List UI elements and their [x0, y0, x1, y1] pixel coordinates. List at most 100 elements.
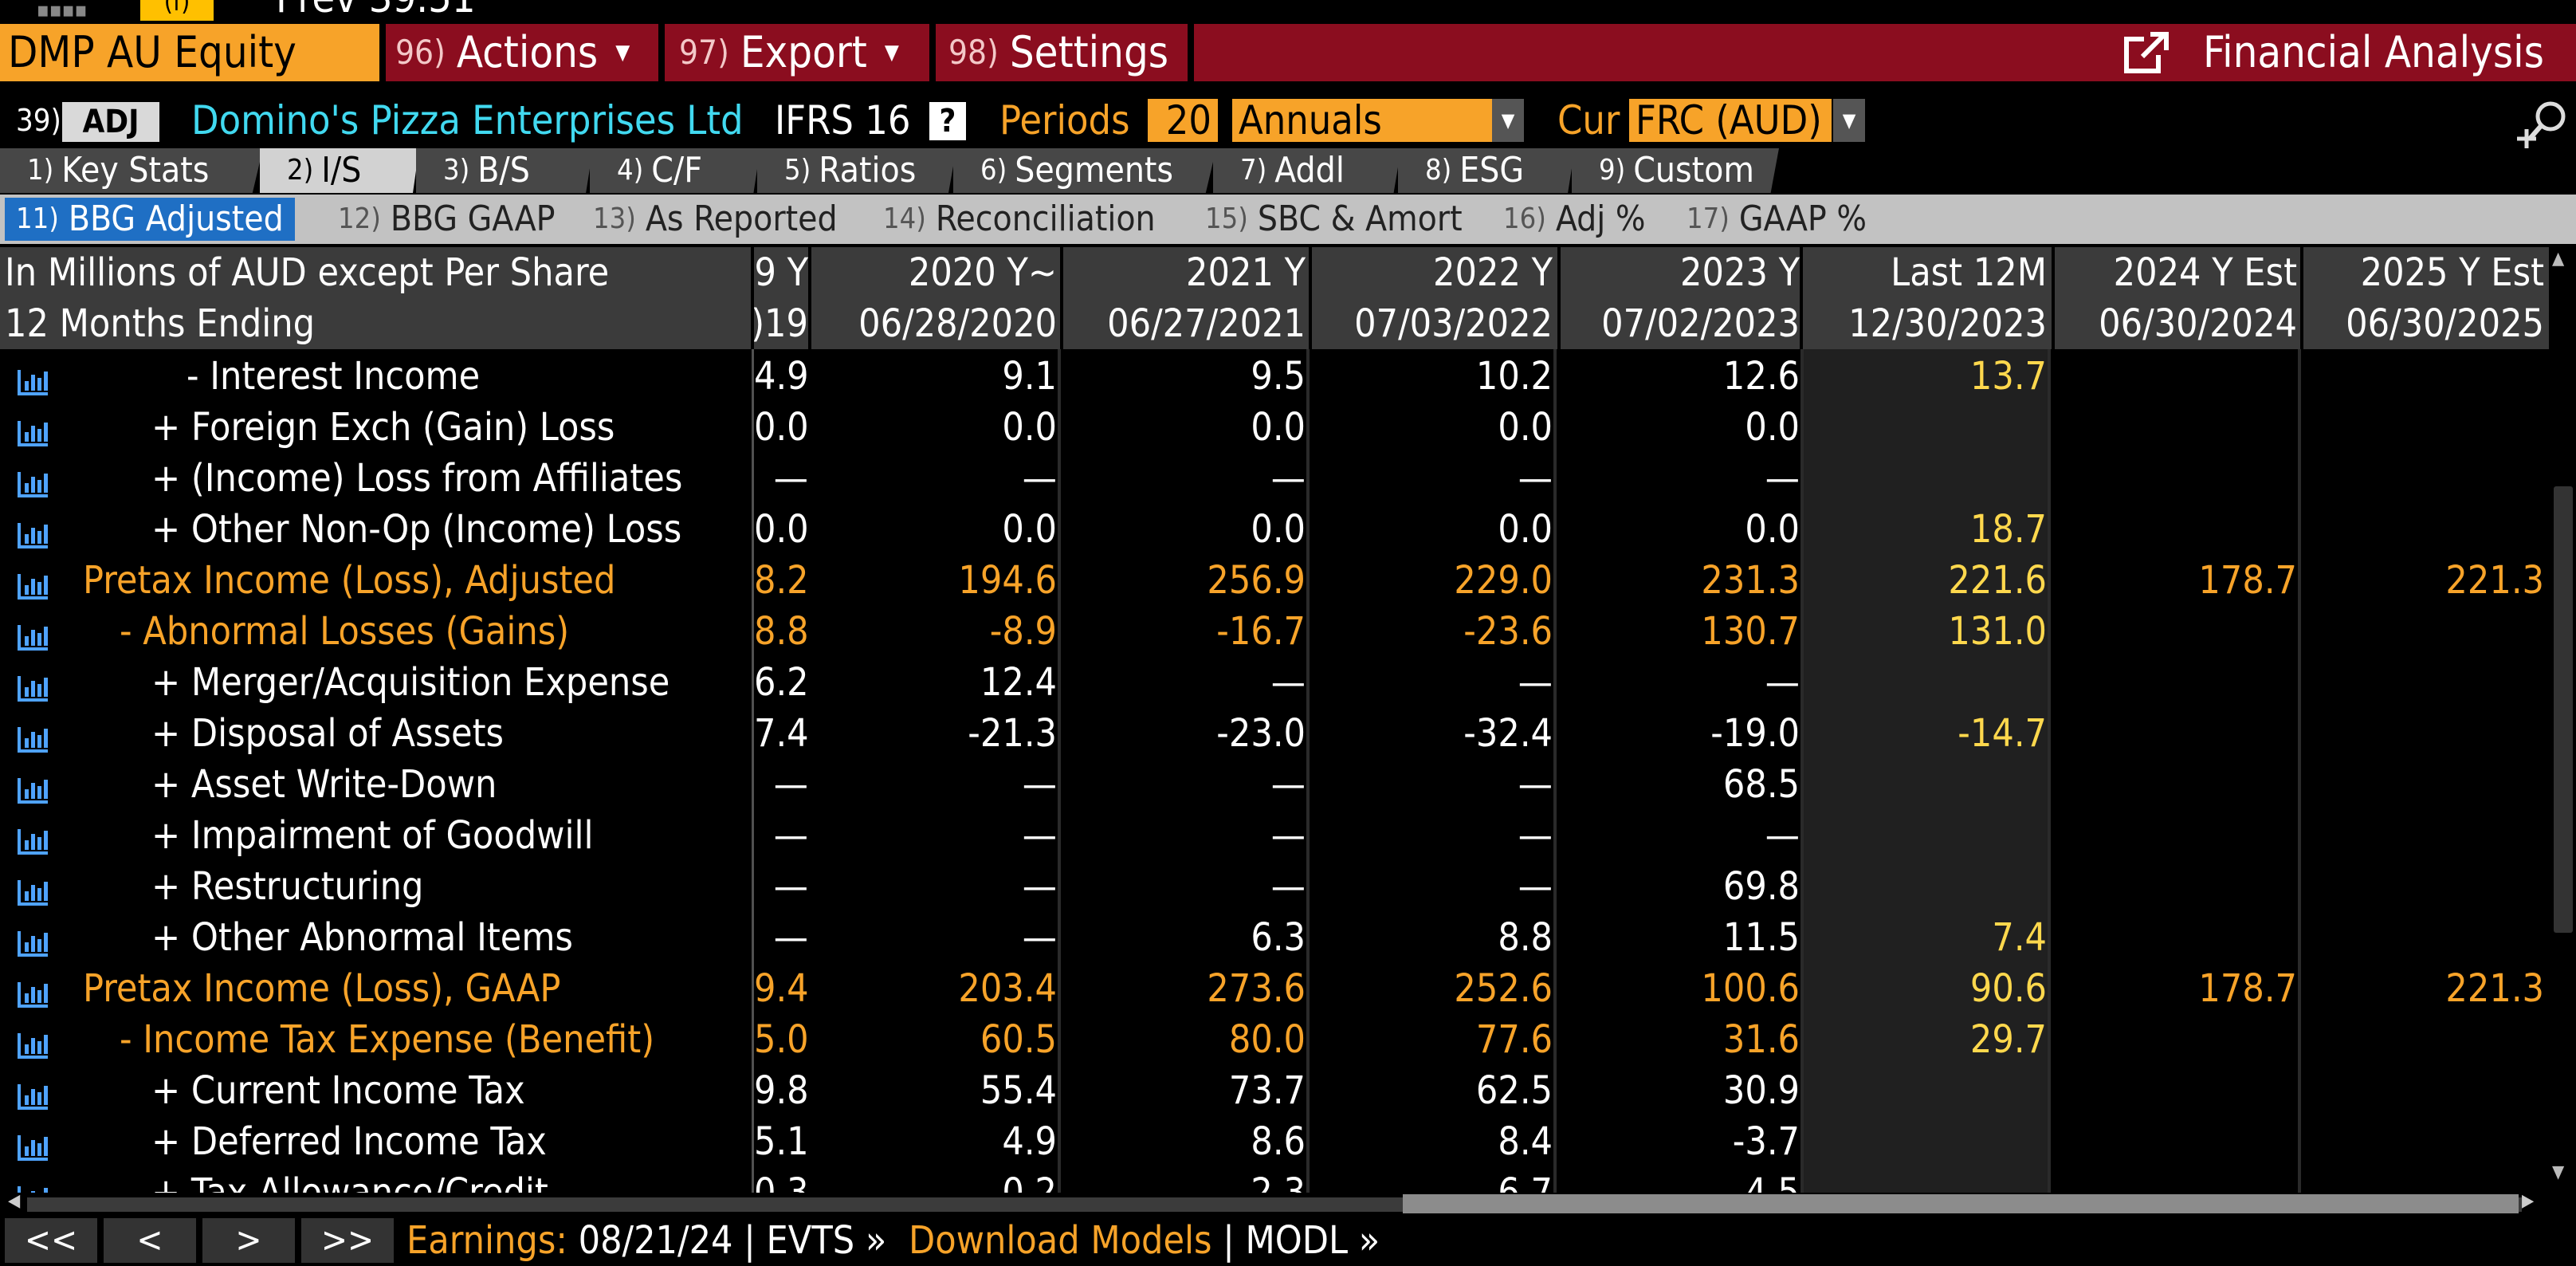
cell-2019[interactable]: 7.4 — [754, 711, 809, 756]
chart-icon[interactable] — [16, 1028, 49, 1059]
cell-2023[interactable]: — — [1765, 660, 1800, 705]
row-label[interactable]: - Interest Income — [187, 354, 481, 399]
cell-2022[interactable]: — — [1518, 864, 1553, 909]
cell-2021[interactable]: 0.0 — [1251, 405, 1306, 450]
tab-bs[interactable]: 3) B/S — [416, 148, 593, 193]
cell-2021[interactable]: — — [1270, 456, 1306, 501]
cell-2022[interactable]: 0.0 — [1498, 507, 1553, 552]
cell-2020[interactable]: 55.4 — [980, 1068, 1057, 1113]
cell-2022[interactable]: 0.0 — [1498, 405, 1553, 450]
tab-custom[interactable]: 9) Custom — [1572, 148, 1779, 193]
subtab-adj-pct[interactable]: 16) Adj % — [1503, 198, 1645, 241]
chart-icon[interactable] — [16, 518, 49, 548]
cell-2023[interactable]: 11.5 — [1722, 915, 1800, 960]
row-label[interactable]: + Tax Allowance/Credit — [151, 1170, 548, 1193]
row-label[interactable]: + Restructuring — [151, 864, 424, 909]
actions-menu[interactable]: 96) Actions ▼ — [395, 24, 630, 81]
cell-ltm[interactable]: 7.4 — [1992, 915, 2047, 960]
cell-2019[interactable]: 5.0 — [754, 1017, 809, 1062]
row-label[interactable]: + Current Income Tax — [151, 1068, 525, 1113]
tab-addl[interactable]: 7) Addl — [1213, 148, 1401, 193]
cell-ltm[interactable]: 90.6 — [1969, 966, 2047, 1011]
cell-2020[interactable]: — — [1022, 864, 1057, 909]
cell-2021[interactable]: 273.6 — [1207, 966, 1306, 1011]
row-label[interactable]: + Disposal of Assets — [151, 711, 505, 756]
tab-cf[interactable]: 4) C/F — [590, 148, 760, 193]
cell-2020[interactable]: 0.2 — [1002, 1170, 1057, 1193]
cell-2023[interactable]: 12.6 — [1722, 354, 1800, 399]
cell-2019[interactable]: 4.9 — [754, 354, 809, 399]
table-row[interactable]: Pretax Income (Loss), Adjusted 8.2 194.6 25… — [0, 556, 2544, 607]
table-row[interactable]: + Foreign Exch (Gain) Loss 0.0 0.0 0.0 0.0 0.… — [0, 403, 2535, 454]
cell-2020[interactable]: 4.9 — [1002, 1119, 1057, 1164]
table-row[interactable]: + Asset Write-Down — — — — 68.5 — [0, 761, 2535, 812]
cell-2023[interactable]: 0.0 — [1745, 405, 1800, 450]
evts-link[interactable]: EVTS » — [766, 1218, 887, 1263]
cell-2021[interactable]: — — [1270, 864, 1306, 909]
subtab-as-reported[interactable]: 13) As Reported — [593, 198, 838, 241]
cell-2022[interactable]: — — [1518, 813, 1553, 858]
cell-ltm[interactable]: 18.7 — [1969, 507, 2047, 552]
column-header-2021[interactable]: 2021 Y — [1186, 250, 1306, 295]
tab-ratios[interactable]: 5) Ratios — [757, 148, 956, 193]
chart-icon[interactable] — [16, 365, 49, 395]
subtab-gaap-pct[interactable]: 17) GAAP % — [1687, 198, 1867, 241]
cell-2019[interactable]: 8.8 — [754, 609, 809, 654]
column-header-2020[interactable]: 06/28/2020 — [858, 301, 1057, 346]
cell-2023[interactable]: -19.0 — [1710, 711, 1800, 756]
cell-2022[interactable]: 8.8 — [1498, 915, 1553, 960]
export-menu[interactable]: 97) Export ▼ — [679, 24, 899, 81]
cell-2020[interactable]: 9.1 — [1002, 354, 1057, 399]
cell-2019[interactable]: — — [773, 762, 808, 807]
cell-2022[interactable]: -32.4 — [1463, 711, 1553, 756]
row-label[interactable]: + Impairment of Goodwill — [151, 813, 594, 858]
cell-ltm[interactable]: 131.0 — [1948, 609, 2047, 654]
chart-icon[interactable] — [16, 977, 49, 1008]
cell-ltm[interactable]: 13.7 — [1969, 354, 2047, 399]
cell-ltm[interactable]: -14.7 — [1958, 711, 2047, 756]
table-row[interactable]: + (Income) Loss from Affiliates — — — — — — [0, 454, 2535, 505]
last-page-button[interactable]: >> — [301, 1218, 394, 1263]
cell-2023[interactable]: 0.0 — [1745, 507, 1800, 552]
cell-2020[interactable]: 203.4 — [958, 966, 1057, 1011]
table-row[interactable]: + Disposal of Assets 7.4 -21.3 -23.0 -32.4 -1… — [0, 710, 2535, 761]
row-label[interactable]: + Other Non-Op (Income) Loss — [151, 507, 682, 552]
row-label[interactable]: Pretax Income (Loss), Adjusted — [83, 558, 616, 603]
financial-analysis-title[interactable]: Financial Analysis — [2123, 24, 2544, 81]
cell-2022[interactable]: 252.6 — [1454, 966, 1553, 1011]
caret-down-icon[interactable]: ▼ — [1492, 99, 1524, 142]
cell-2020[interactable]: 0.0 — [1002, 405, 1057, 450]
cell-2022[interactable]: 8.4 — [1498, 1119, 1553, 1164]
scroll-thumb[interactable] — [1403, 1194, 2519, 1213]
cell-2021[interactable]: -2.3 — [1238, 1170, 1306, 1193]
cell-2020[interactable]: -21.3 — [968, 711, 1057, 756]
subtab-bbg-adjusted[interactable]: 11) BBG Adjusted — [5, 198, 295, 241]
tab-is[interactable]: 2) I/S — [260, 148, 419, 193]
cell-2022[interactable]: 62.5 — [1475, 1068, 1553, 1113]
cell-2022[interactable]: 10.2 — [1475, 354, 1553, 399]
cell-2023[interactable]: 30.9 — [1722, 1068, 1800, 1113]
cell-2024-est[interactable]: 178.7 — [2198, 558, 2297, 603]
table-row[interactable]: - Income Tax Expense (Benefit) 5.0 60.5 80.… — [0, 1016, 2535, 1067]
row-label[interactable]: - Abnormal Losses (Gains) — [120, 609, 570, 654]
horizontal-scrollbar[interactable]: ◀ ▶ — [0, 1193, 2576, 1215]
cell-2020[interactable]: 60.5 — [980, 1017, 1057, 1062]
cell-ltm[interactable]: 29.7 — [1969, 1017, 2047, 1062]
chart-icon[interactable] — [16, 824, 49, 855]
cell-2020[interactable]: 0.0 — [1002, 507, 1057, 552]
cell-2019[interactable]: — — [773, 864, 808, 909]
table-row[interactable]: + Current Income Tax 9.8 55.4 73.7 62.5 30.9 — [0, 1067, 2535, 1118]
cell-2019[interactable]: 9.8 — [754, 1068, 809, 1113]
cell-2020[interactable]: — — [1022, 456, 1057, 501]
chart-icon[interactable] — [16, 722, 49, 753]
column-header-2025-est[interactable]: 2025 Y Est — [2360, 250, 2544, 295]
chart-icon[interactable] — [16, 569, 49, 600]
scroll-up-icon[interactable]: ▲ — [2552, 249, 2565, 269]
cell-2024-est[interactable]: 178.7 — [2198, 966, 2297, 1011]
cell-2022[interactable]: 6.7 — [1498, 1170, 1553, 1193]
column-header-2022[interactable]: 2022 Y — [1433, 250, 1553, 295]
modl-link[interactable]: MODL » — [1245, 1218, 1380, 1263]
help-button[interactable]: ? — [929, 102, 966, 140]
period-type-select[interactable]: Annuals — [1232, 99, 1492, 142]
cell-2025-est[interactable]: 221.3 — [2445, 966, 2544, 1011]
